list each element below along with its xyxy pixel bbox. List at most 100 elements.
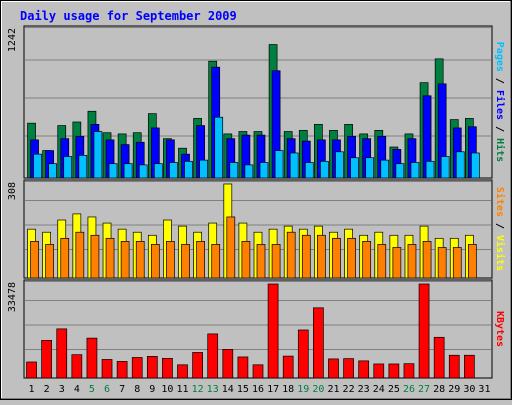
bar-sites — [301, 234, 311, 279]
x-tick-label: 13 — [207, 384, 219, 395]
bar-kbytes — [464, 354, 475, 379]
series-pages — [33, 116, 480, 179]
x-tick-label: 18 — [282, 384, 294, 395]
x-axis: 1 2 3 4 5 6 7 8 9 10 11 12 13 14 15 16 17 18 19 20 21 22 23 24 2… — [29, 384, 491, 395]
bar-sites — [452, 247, 462, 279]
bar-pages — [93, 131, 103, 179]
x-tick-label: 22 — [343, 384, 355, 395]
side-legend: Pages / Files / Hits — [494, 42, 506, 162]
bar-pages — [229, 162, 239, 179]
bar-sites — [422, 241, 432, 279]
x-tick-label: 9 — [149, 384, 155, 395]
x-tick-label: 14 — [222, 384, 234, 395]
x-tick-label: 6 — [104, 384, 110, 395]
legend-entry: Visits — [494, 235, 506, 271]
bar-kbytes — [343, 358, 354, 379]
bar-kbytes — [448, 354, 460, 379]
bar-kbytes — [358, 360, 370, 379]
bar-pages — [214, 116, 224, 179]
bar-pages — [304, 162, 314, 179]
bar-sites — [271, 244, 281, 279]
bar-sites — [181, 244, 190, 279]
x-tick-label: 16 — [252, 384, 264, 395]
x-tick-label: 19 — [297, 384, 309, 395]
bar-sites — [226, 216, 236, 279]
bar-pages — [169, 162, 178, 179]
legend-entry: / — [494, 120, 505, 138]
x-tick-label: 7 — [119, 384, 125, 395]
bar-pages — [259, 162, 269, 179]
bar-pages — [78, 155, 88, 179]
bar-pages — [184, 160, 193, 179]
side-legend: Sites / Visits — [494, 187, 506, 271]
x-tick-label: 21 — [327, 384, 339, 395]
bar-pages — [289, 152, 299, 179]
bar-kbytes — [222, 349, 234, 379]
bar-sites — [45, 244, 54, 279]
x-tick-label: 31 — [478, 384, 490, 395]
hits-panel: 1242 Pages / Files / Hits — [7, 25, 506, 179]
bar-sites — [241, 241, 251, 279]
bar-pages — [335, 151, 344, 179]
x-tick-label: 17 — [267, 384, 279, 395]
x-tick-label: 1 — [29, 384, 35, 395]
bar-sites — [105, 237, 115, 279]
bar-pages — [320, 160, 329, 179]
bar-sites — [377, 244, 387, 279]
bar-sites — [392, 247, 402, 279]
bar-kbytes — [282, 355, 294, 379]
x-tick-label: 25 — [388, 384, 400, 395]
legend-entry: / — [494, 72, 505, 90]
x-tick-label: 4 — [74, 384, 80, 395]
bar-sites — [256, 244, 266, 279]
x-tick-label: 26 — [403, 384, 415, 395]
x-tick-label: 10 — [161, 384, 173, 395]
x-tick-label: 24 — [373, 384, 385, 395]
bar-kbytes — [101, 359, 113, 379]
x-tick-label: 12 — [192, 384, 204, 395]
bar-sites — [196, 241, 205, 279]
bar-sites — [30, 241, 39, 279]
bar-kbytes — [267, 283, 279, 379]
legend-entry: Hits — [494, 138, 506, 162]
x-tick-label: 8 — [134, 384, 140, 395]
bar-kbytes — [177, 364, 188, 379]
bar-pages — [425, 160, 435, 179]
legend-entry: KBytes — [494, 311, 505, 347]
x-tick-label: 28 — [433, 384, 445, 395]
bar-sites — [347, 237, 356, 279]
bar-kbytes — [116, 361, 128, 379]
x-tick-label: 3 — [59, 384, 65, 395]
series-kbytes — [26, 283, 475, 379]
side-legend: KBytes — [494, 311, 505, 347]
series-sites — [30, 216, 477, 279]
bar-kbytes — [388, 363, 400, 379]
bar-kbytes — [403, 363, 415, 379]
x-tick-label: 5 — [89, 384, 95, 395]
x-tick-label: 15 — [237, 384, 249, 395]
bar-sites — [150, 244, 160, 279]
bar-pages — [48, 163, 57, 179]
bar-pages — [455, 151, 465, 179]
bar-pages — [350, 157, 359, 179]
bar-sites — [75, 231, 85, 279]
bar-pages — [108, 163, 118, 179]
bar-sites — [362, 241, 372, 279]
bar-kbytes — [146, 356, 158, 379]
bar-kbytes — [41, 340, 52, 379]
bar-sites — [60, 237, 70, 279]
legend-entry: Pages — [494, 42, 505, 72]
bar-pages — [153, 163, 163, 179]
bar-kbytes — [131, 357, 143, 379]
bar-kbytes — [418, 283, 430, 379]
bar-pages — [365, 157, 375, 179]
bar-kbytes — [192, 352, 203, 379]
bar-sites — [468, 244, 477, 279]
bar-sites — [317, 234, 326, 279]
bar-kbytes — [86, 337, 98, 379]
x-tick-label: 29 — [448, 384, 460, 395]
bar-sites — [166, 241, 175, 279]
x-tick-label: 20 — [312, 384, 324, 395]
bar-pages — [244, 164, 254, 179]
legend-entry: / — [494, 217, 505, 235]
